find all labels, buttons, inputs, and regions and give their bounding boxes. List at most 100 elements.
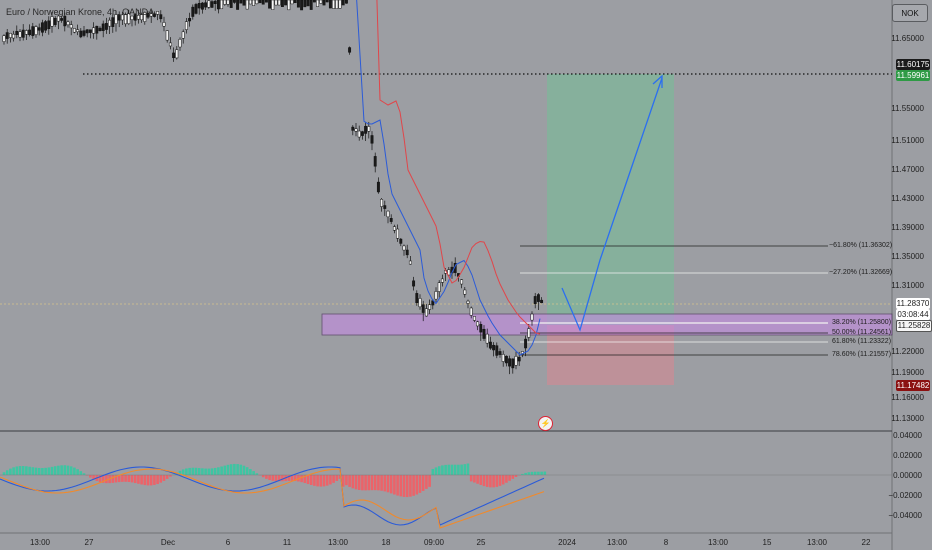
- histogram-bar: [213, 467, 217, 475]
- current-price-tag: 11.28370: [896, 298, 930, 309]
- time-label: 13:00: [327, 538, 349, 547]
- histogram-bar: [434, 467, 438, 475]
- histogram-bar: [98, 475, 102, 483]
- indicator-label: 0.00000: [893, 471, 922, 480]
- histogram-bar: [274, 475, 278, 482]
- histogram-bar: [457, 464, 460, 475]
- candle-body: [245, 0, 249, 10]
- candle-body: [88, 29, 92, 33]
- histogram-bar: [194, 467, 198, 475]
- histogram-bar: [12, 467, 15, 475]
- histogram-bar: [482, 475, 486, 487]
- histogram-bar: [290, 475, 294, 481]
- candle-body: [175, 49, 179, 59]
- histogram-bar: [332, 475, 335, 483]
- candle-body: [220, 0, 224, 10]
- histogram-bar: [181, 469, 185, 475]
- histogram-bar: [316, 475, 319, 487]
- candle-body: [437, 282, 441, 292]
- candle-body: [498, 351, 502, 355]
- candle-body: [95, 25, 99, 34]
- candle-body: [415, 293, 419, 303]
- histogram-bar: [210, 468, 214, 475]
- time-label: 2024: [558, 538, 576, 547]
- histogram-bar: [313, 475, 316, 486]
- candle-body: [76, 29, 80, 33]
- histogram-bar: [44, 467, 47, 475]
- currency-badge[interactable]: NOK: [892, 4, 928, 22]
- histogram-bar: [444, 464, 447, 475]
- histogram-bar: [383, 475, 387, 492]
- histogram-bar: [178, 470, 182, 475]
- candle-body: [120, 14, 124, 21]
- candle-body: [357, 130, 361, 138]
- candle-body: [2, 35, 6, 42]
- candle-body: [536, 294, 540, 302]
- projection-arrow: [561, 77, 663, 332]
- candle-body: [24, 30, 28, 35]
- candle-body: [239, 0, 243, 4]
- histogram-bar: [79, 471, 83, 475]
- histogram-bar: [233, 463, 236, 475]
- histogram-bar: [418, 475, 422, 493]
- candle-body: [210, 1, 214, 8]
- histogram-bar: [492, 475, 495, 488]
- candle-body: [98, 27, 102, 32]
- candle-body: [152, 13, 156, 17]
- histogram-bar: [389, 475, 393, 494]
- histogram-bar: [69, 466, 73, 475]
- histogram-bar: [405, 475, 409, 498]
- candle-body: [117, 14, 121, 21]
- histogram-bar: [485, 475, 489, 487]
- histogram-bar: [143, 475, 147, 486]
- histogram-bar: [140, 475, 143, 485]
- histogram-bar: [185, 468, 188, 475]
- histogram-bar: [34, 467, 38, 475]
- histogram-bar: [466, 463, 470, 475]
- histogram-bar: [450, 464, 454, 475]
- fib-label: −27.20% (11.32669): [829, 269, 893, 276]
- candle-body: [364, 125, 368, 134]
- histogram-bar: [124, 475, 127, 482]
- histogram-bar: [527, 472, 531, 475]
- candle-body: [261, 0, 265, 5]
- price-label: 11.65000: [891, 34, 924, 43]
- histogram-bar: [242, 465, 246, 475]
- histogram-bar: [367, 475, 371, 491]
- histogram-bar: [159, 475, 163, 483]
- candle-body: [463, 289, 467, 295]
- histogram-bar: [495, 475, 499, 487]
- histogram-bar: [28, 466, 31, 475]
- histogram-bar: [380, 475, 383, 491]
- time-label: 09:00: [423, 538, 445, 547]
- histogram-bar: [21, 466, 25, 475]
- candle-body: [156, 11, 160, 15]
- histogram-bar: [105, 475, 108, 484]
- symbol-title[interactable]: Euro / Norwegian Krone, 4h, OANDA: [6, 7, 155, 17]
- candle-body: [271, 0, 275, 10]
- candle-body: [79, 30, 83, 38]
- candle-body: [479, 324, 483, 333]
- histogram-bar: [521, 473, 524, 475]
- candle-body: [418, 298, 422, 308]
- time-label: 27: [84, 538, 94, 547]
- histogram-bar: [31, 467, 35, 475]
- histogram-bar: [277, 475, 281, 482]
- histogram-bar: [441, 465, 444, 475]
- histogram-bar: [325, 475, 329, 486]
- price-label: 11.16000: [891, 393, 924, 402]
- lightning-icon[interactable]: ⚡: [538, 416, 553, 431]
- price-label: 11.31000: [891, 281, 924, 290]
- histogram-bar: [50, 466, 54, 475]
- time-label: 8: [663, 538, 669, 547]
- fib-label: 38.20% (11.25800): [832, 319, 892, 326]
- candle-body: [341, 0, 345, 6]
- histogram-bar: [175, 472, 179, 475]
- candle-body: [15, 31, 19, 35]
- histogram-bar: [197, 468, 201, 475]
- histogram-bar: [252, 471, 255, 475]
- candle-body: [165, 30, 169, 41]
- candle-body: [482, 328, 486, 339]
